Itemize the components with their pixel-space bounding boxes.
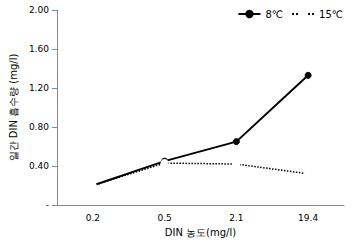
svg-text:1.60: 1.60 <box>29 44 49 54</box>
svg-text:0.40: 0.40 <box>29 161 49 171</box>
svg-text:0.2: 0.2 <box>86 213 100 223</box>
svg-text:-: - <box>46 200 49 210</box>
svg-text:8℃: 8℃ <box>265 9 283 20</box>
svg-text:1.20: 1.20 <box>29 83 49 93</box>
svg-text:19.4: 19.4 <box>298 213 318 223</box>
svg-text:0.5: 0.5 <box>157 213 171 223</box>
svg-text:2.1: 2.1 <box>229 213 243 223</box>
svg-text:일간 DIN 흡수량 (mg/l): 일간 DIN 흡수량 (mg/l) <box>8 54 19 162</box>
svg-text:2.00: 2.00 <box>29 5 49 15</box>
svg-text:DIN 농도(mg/l): DIN 농도(mg/l) <box>165 227 236 238</box>
svg-text:15℃: 15℃ <box>319 9 343 20</box>
svg-text:0.80: 0.80 <box>29 122 49 132</box>
